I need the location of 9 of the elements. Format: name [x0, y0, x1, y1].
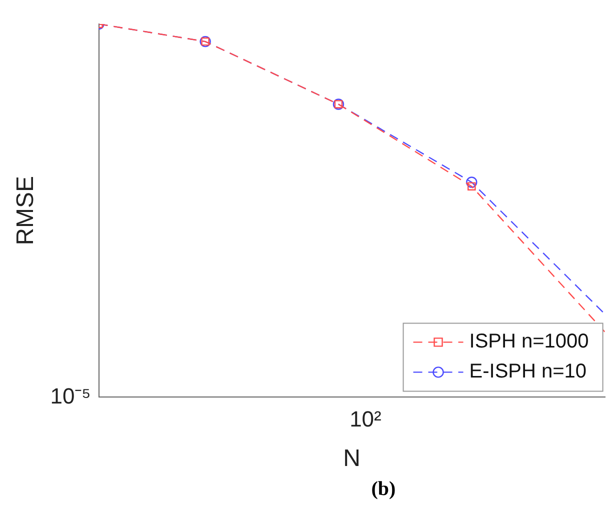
legend-label: E-ISPH n=10: [469, 360, 587, 383]
text: (b): [370, 478, 397, 501]
x-axis-title: N: [343, 445, 360, 472]
legend-label: ISPH n=1000: [469, 330, 589, 353]
point: [466, 176, 478, 188]
point: [468, 182, 476, 190]
y-axis-title: RMSE: [12, 176, 40, 246]
text: 10²: [350, 406, 382, 432]
text: 10⁻⁵: [50, 383, 91, 408]
